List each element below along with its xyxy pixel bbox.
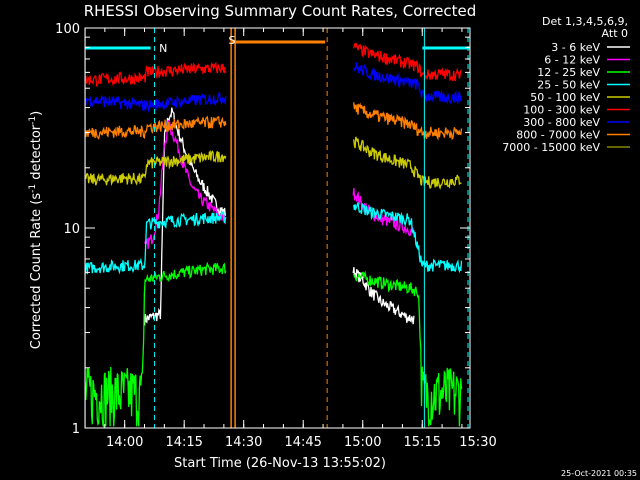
series-line-4: [84, 202, 463, 275]
legend-header-1: Det 1,3,4,5,6,9,: [542, 15, 628, 28]
y-axis-label: Corrected Count Rate (s-1 detector-1): [28, 111, 44, 349]
x-tick-label-2: 14:15: [165, 435, 202, 450]
series-1: [143, 107, 415, 326]
legend-entry-5: 50 - 100 keV: [530, 91, 600, 104]
series-line-1: [143, 107, 415, 326]
series-8: [84, 102, 463, 141]
legend-entry-4: 25 - 50 keV: [537, 79, 600, 92]
x-tick-label-1: 14:00: [106, 435, 143, 450]
legend-header-2: Att 0: [602, 27, 628, 40]
legend-entry-2: 6 - 12 keV: [544, 54, 600, 67]
x-tick-label-7: 15:30: [459, 435, 496, 450]
legend-entry-3: 12 - 25 keV: [537, 66, 600, 79]
series-line-6: [84, 42, 463, 88]
legend-entry-6: 100 - 300 keV: [523, 104, 600, 117]
series-4: [84, 202, 463, 275]
series-line-5: [84, 136, 462, 191]
legend-entry-7: 300 - 800 keV: [523, 116, 600, 129]
legend-entry-8: 800 - 7000 keV: [516, 129, 600, 142]
series-3: [84, 261, 463, 429]
chart-title: RHESSI Observing Summary Count Rates, Co…: [84, 2, 477, 20]
y-tick-label-2: 10: [63, 222, 80, 237]
legend-entry-9: 7000 - 15000 keV: [502, 141, 600, 154]
plot-area: [84, 42, 463, 429]
axes: 14:00 14:15 14:30 14:45 15:00 15:15 15:30 1 10 10…: [55, 22, 497, 450]
y-tick-label-3: 100: [55, 22, 80, 37]
x-tick-label-3: 14:30: [225, 435, 262, 450]
x-tick-label-4: 14:45: [284, 435, 321, 450]
footer-timestamp: 25-Oct-2021 00:35: [561, 469, 637, 478]
saa-label: S: [228, 34, 235, 47]
x-axis-label: Start Time (26-Nov-13 13:55:02): [174, 456, 386, 471]
y-tick-label-1: 1: [72, 422, 80, 437]
series-line-7: [84, 62, 463, 114]
series-line-3: [84, 261, 463, 429]
series-line-8: [84, 102, 463, 141]
x-tick-label-5: 15:00: [344, 435, 381, 450]
series-7: [84, 62, 463, 114]
series-5: [84, 136, 462, 191]
night-label: N: [159, 42, 167, 55]
x-tick-label-6: 15:15: [404, 435, 441, 450]
legend-entry-1: 3 - 6 keV: [551, 41, 600, 54]
series-6: [84, 42, 463, 88]
